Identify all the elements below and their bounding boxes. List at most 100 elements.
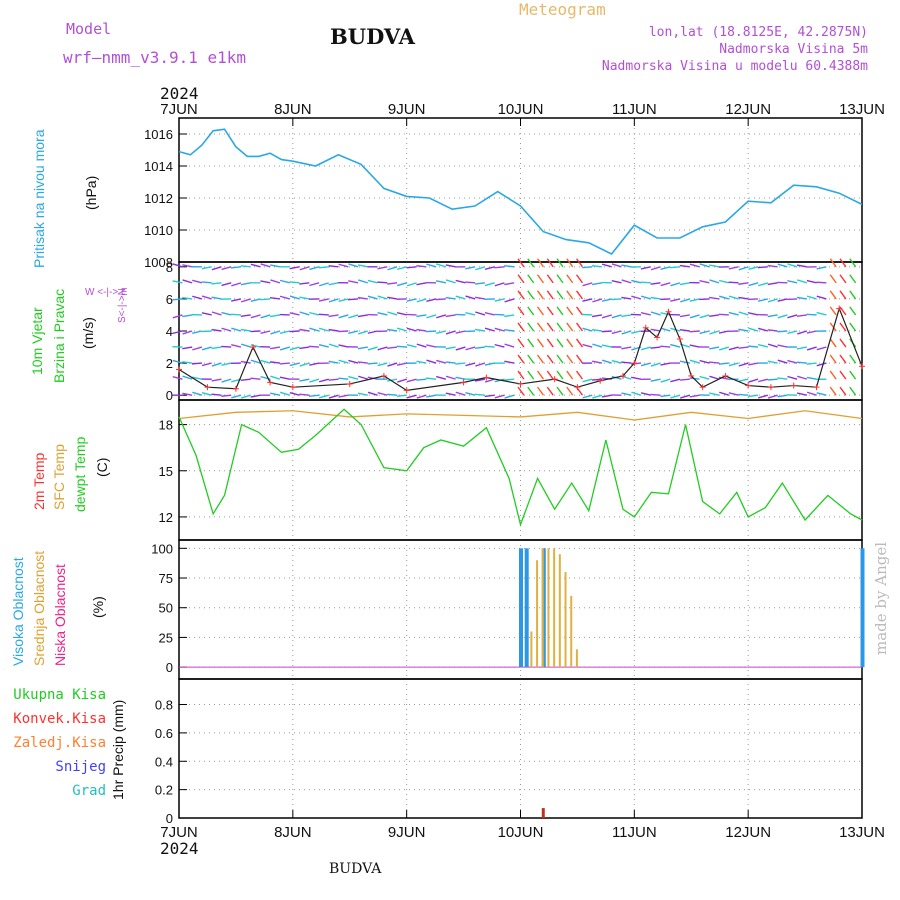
wind-arrow [221,345,232,348]
wind-arrow [738,346,749,349]
wind-arrow [546,290,554,300]
wind-arrow [192,279,203,284]
wind-arrow [328,360,339,364]
wind-arrow [546,386,554,396]
wind-arrow [182,346,193,350]
wind-arrow [787,263,798,268]
wind-arrow [270,330,281,335]
wind-arrow [806,376,817,380]
wind-arrow [566,290,574,300]
wind-arrow [670,394,681,399]
wind-arrow [640,362,651,367]
wind-arrow [211,378,222,382]
wind-arrow [592,394,603,399]
wind-arrow [279,391,290,396]
model-value: wrf—nmm_v3.9.1 e1km [63,48,247,67]
wind-arrow [621,279,632,284]
wind-arrow [719,346,730,351]
wind-arrow [377,281,388,284]
wind-arrow [221,311,232,316]
wind-arrow [566,370,574,380]
wind-arrow [455,346,466,351]
wind-arrow [211,362,222,367]
wind-arrow [504,394,515,399]
wind-arrow [406,343,417,348]
wind-arrow [719,391,730,396]
wind-arrow [318,298,329,302]
bottom-time-label: 12JUN [725,824,771,841]
wind-arrow [192,391,203,396]
wind-arrow [517,386,525,396]
dewpt-temp-line [178,408,863,527]
wind-arrow [221,282,232,287]
wind-arrow [348,298,359,301]
wind-arrow [631,376,642,380]
bottom-time-label: 13JUN [839,824,885,841]
wind-arrow [611,359,622,364]
wind-arrow [328,298,339,303]
wind-arrow [816,281,827,284]
wind-arrow [182,375,193,380]
wind-arrow [591,282,603,286]
wind-arrow [367,391,378,396]
wind-arrow [758,394,769,399]
precip-ytick-label: 0.4 [155,754,173,769]
model-altitude-text: Nadmorska Visina u modelu 60.4388m [601,59,868,74]
wind-arrow [601,344,612,348]
wind-arrow [670,282,681,287]
wind-arrow [680,298,690,303]
wind-arrow [777,344,788,348]
wind-arrow [748,282,759,287]
wind-arrow [699,298,710,301]
page-title: BUDVA [330,24,415,49]
wind-arrow [406,378,417,383]
wind-arrow [338,263,349,268]
wind-arrow [328,282,339,286]
wind-arrow [436,375,447,380]
wind-arrow [484,327,495,332]
wind-arrow [640,311,651,316]
wind-arrow [406,282,417,287]
wind-arrow [270,392,281,396]
wind-arrow [546,306,554,316]
wind-arrow [728,266,739,270]
wind-arrow [650,393,661,396]
wind-arrow [426,330,437,333]
cloud-ytick-label: 25 [159,630,173,645]
wind-arrow [527,354,535,364]
wind-arrow [582,327,593,332]
wind-arrow [767,360,778,364]
wind-arrow [728,311,739,316]
wind-arrow [806,330,817,334]
wind-arrow [556,354,564,364]
wind-arrow [601,394,612,398]
wind-arrow [787,298,798,301]
wind-arrow [406,327,417,332]
wind-arrow [621,296,632,300]
wind-arrow [591,314,603,318]
wind-arrow [445,361,456,364]
wind-arrow [709,330,720,335]
wind-arrow [527,386,535,396]
wind-arrow [738,378,749,382]
wind-arrow [556,258,564,268]
wind-arrow [679,378,690,381]
wind-arrow [269,361,281,364]
wind-arrow [358,330,369,335]
wind-arrow [816,362,827,367]
wind-arrow [192,346,203,351]
wind-arrow [494,343,505,348]
wind-arrow [406,298,417,302]
wind-arrow [689,394,700,398]
wind-arrow [650,266,661,271]
wind-arrow [270,279,281,284]
wind-arrow [816,392,827,396]
wind-arrow [357,392,368,396]
wind-arrow [338,344,349,348]
wind-arrow [650,311,661,316]
wind-arrow [182,314,193,318]
wind-arrow [504,282,515,286]
wind-arrow [387,378,398,382]
wind-arrow [221,327,232,332]
wind-arrow [387,393,398,396]
